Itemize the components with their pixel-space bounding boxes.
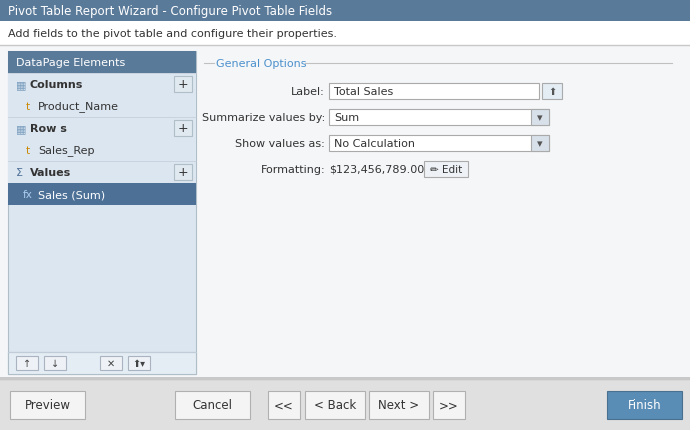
Bar — [369, 391, 429, 419]
Bar — [8, 162, 196, 184]
Text: Cancel: Cancel — [193, 399, 233, 412]
Bar — [44, 356, 66, 370]
Bar — [174, 121, 192, 137]
Bar — [8, 96, 196, 118]
Bar — [16, 356, 38, 370]
Text: +: + — [178, 166, 188, 179]
Text: Formatting:: Formatting: — [260, 165, 325, 175]
Bar — [100, 356, 122, 370]
Text: No Calculation: No Calculation — [334, 139, 415, 149]
Bar — [174, 77, 192, 93]
Bar — [0, 380, 690, 430]
Text: Add fields to the pivot table and configure their properties.: Add fields to the pivot table and config… — [8, 29, 337, 39]
Bar — [174, 165, 192, 181]
Text: ↓: ↓ — [51, 358, 59, 368]
Text: +: + — [178, 78, 188, 91]
Bar — [8, 352, 196, 374]
Text: <<: << — [274, 399, 294, 412]
Text: Sales (Sum): Sales (Sum) — [38, 190, 105, 200]
Bar — [0, 46, 690, 379]
Bar — [8, 52, 196, 374]
Text: t: t — [26, 146, 30, 156]
Text: Values: Values — [30, 168, 71, 178]
Bar — [433, 391, 465, 419]
Bar — [0, 22, 690, 46]
Text: ⬆: ⬆ — [548, 87, 556, 97]
Text: ⬆▾: ⬆▾ — [132, 358, 146, 368]
Bar — [0, 380, 690, 381]
Text: Product_Name: Product_Name — [38, 101, 119, 112]
Text: ▦: ▦ — [16, 124, 26, 134]
Text: Σ: Σ — [16, 168, 23, 178]
Text: Next >: Next > — [378, 399, 420, 412]
Bar — [175, 391, 250, 419]
Text: ✏ Edit: ✏ Edit — [430, 165, 462, 175]
Bar — [8, 52, 196, 74]
Text: Show values as:: Show values as: — [235, 139, 325, 149]
Text: ▦: ▦ — [16, 80, 26, 90]
Text: ✕: ✕ — [107, 358, 115, 368]
Bar — [329, 136, 549, 152]
Bar — [128, 356, 150, 370]
Text: Sum: Sum — [334, 113, 359, 123]
Text: ▾: ▾ — [538, 139, 543, 149]
Text: Summarize values by:: Summarize values by: — [201, 113, 325, 123]
Bar — [424, 162, 468, 178]
Bar — [531, 136, 549, 152]
Bar — [8, 74, 196, 96]
Bar — [0, 377, 690, 380]
Bar — [268, 391, 300, 419]
Text: DataPage Elements: DataPage Elements — [16, 58, 126, 68]
Bar — [531, 110, 549, 126]
Text: General Options: General Options — [216, 59, 306, 69]
Bar — [8, 184, 196, 206]
Text: Preview: Preview — [25, 399, 70, 412]
Text: ↑: ↑ — [23, 358, 31, 368]
Bar — [329, 84, 539, 100]
Text: Row s: Row s — [30, 124, 67, 134]
Text: fx: fx — [23, 190, 33, 200]
Bar — [542, 84, 562, 100]
Bar — [607, 391, 682, 419]
Text: >>: >> — [439, 399, 459, 412]
Text: Label:: Label: — [291, 87, 325, 97]
Text: $123,456,789.00: $123,456,789.00 — [329, 165, 424, 175]
Bar — [10, 391, 85, 419]
Text: < Back: < Back — [314, 399, 356, 412]
Text: +: + — [178, 122, 188, 135]
Text: Finish: Finish — [628, 399, 661, 412]
Bar — [305, 391, 365, 419]
Text: Sales_Rep: Sales_Rep — [38, 145, 95, 156]
Text: ▾: ▾ — [538, 113, 543, 123]
Text: Pivot Table Report Wizard - Configure Pivot Table Fields: Pivot Table Report Wizard - Configure Pi… — [8, 4, 332, 18]
Bar — [8, 118, 196, 140]
Bar — [0, 0, 690, 22]
Text: Total Sales: Total Sales — [334, 87, 393, 97]
Bar — [8, 140, 196, 162]
Bar — [329, 110, 549, 126]
Text: Columns: Columns — [30, 80, 83, 90]
Text: t: t — [26, 102, 30, 112]
